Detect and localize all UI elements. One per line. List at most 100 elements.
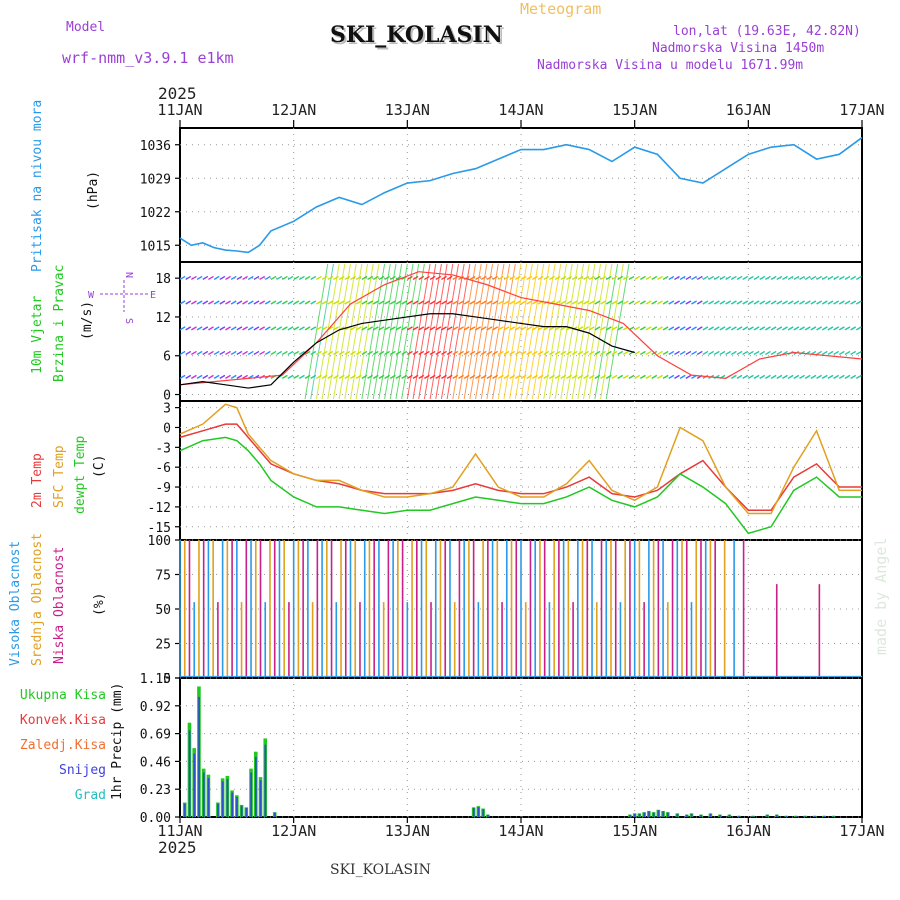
legend-convective-rain: Konvek.Kisa — [19, 713, 106, 728]
wind-ytick-label: 18 — [155, 272, 171, 287]
wind-barb — [588, 275, 595, 281]
wind-barb — [702, 350, 709, 356]
compass-glyph: N W E S — [88, 272, 156, 324]
wind-barb — [497, 374, 504, 379]
wind-barb — [782, 300, 788, 305]
x-top-label: 12JAN — [271, 101, 316, 119]
wind-barb — [185, 374, 192, 379]
wind-barb — [202, 374, 209, 379]
wind-barb-stroke — [605, 263, 630, 400]
wind-barb — [770, 326, 777, 331]
wind-barb — [657, 326, 663, 331]
wind-barb — [304, 350, 311, 356]
wind-barb — [469, 300, 476, 305]
wind-barb — [753, 326, 760, 331]
wind-barb — [850, 275, 857, 281]
wind-barb — [827, 275, 834, 281]
wind-barb — [321, 275, 328, 281]
precip-bar-snow — [250, 772, 253, 817]
wind-barb — [259, 350, 266, 356]
wind-barb — [503, 275, 510, 281]
wind-barb — [469, 350, 476, 356]
wind-barb — [316, 374, 322, 379]
wind-barb — [463, 350, 470, 356]
wind-barb — [736, 350, 743, 356]
wind-barb — [259, 300, 266, 305]
wind-barb — [526, 350, 533, 356]
wind-barb — [526, 374, 533, 379]
wind-barb — [418, 275, 425, 281]
wind-barb-stroke — [423, 263, 448, 400]
compass-w: W — [88, 290, 95, 301]
wind-barb — [679, 300, 686, 305]
wind-barb — [236, 326, 243, 331]
wind-barb — [827, 350, 834, 356]
wind-barb — [406, 275, 413, 281]
wind-barb — [338, 300, 345, 305]
wind-barb — [526, 300, 533, 305]
wind-barb — [247, 275, 254, 281]
x-bottom-label: 16JAN — [726, 822, 771, 840]
x-top-label: 13JAN — [385, 101, 430, 119]
wind-barb — [577, 374, 584, 379]
wind-barb — [674, 300, 680, 305]
wind-barb — [236, 300, 243, 305]
wind-barb — [765, 300, 771, 305]
wind-barb — [747, 326, 754, 331]
wind-barb — [742, 326, 749, 331]
wind-barb — [634, 275, 641, 281]
wind-barb — [497, 326, 504, 331]
wind-barb — [793, 326, 800, 331]
wind-barb — [492, 374, 499, 379]
wind-barb-stroke — [304, 263, 329, 400]
wind-barb — [509, 326, 516, 331]
wind-barb — [844, 350, 851, 356]
wind-barb — [810, 326, 817, 331]
wind-barb — [844, 300, 851, 305]
wind-barb — [662, 300, 669, 305]
wind-barb — [446, 275, 453, 281]
wind-barb — [759, 275, 766, 281]
wind-barb — [316, 326, 322, 331]
wind-barb — [645, 300, 652, 305]
model-label: Model — [66, 20, 106, 35]
wind-barb — [242, 374, 248, 379]
wind-barb — [378, 350, 385, 356]
wind-barb — [242, 350, 248, 356]
cloud-ytick-label: 25 — [155, 638, 171, 653]
wind-barb — [350, 374, 356, 379]
wind-barb — [384, 374, 391, 379]
legend-hail: Grad — [74, 788, 106, 803]
wind-barb — [287, 300, 294, 305]
wind-barb — [855, 374, 862, 379]
precip-bar-snow — [832, 815, 835, 817]
wind-barb — [520, 374, 527, 379]
wind-barb — [838, 374, 845, 379]
wind-barb — [577, 350, 584, 356]
wind-barb — [219, 300, 226, 305]
wind-barb — [355, 374, 362, 379]
model-elevation-label: Nadmorska Visina u modelu 1671.99m — [537, 58, 804, 73]
wind-barb — [713, 300, 720, 305]
wind-barb — [191, 350, 197, 356]
wind-barb — [480, 300, 487, 305]
wind-barb — [179, 350, 186, 356]
wind-barb — [395, 300, 402, 305]
model-name: wrf-nmm_v3.9.1 e1km — [62, 49, 234, 67]
wind-barb — [753, 350, 760, 356]
wind-barb — [191, 300, 197, 305]
wind-barb — [367, 326, 374, 331]
wind-barb — [685, 326, 692, 331]
precip-bar-snow — [629, 814, 631, 817]
wind-barb — [520, 350, 527, 356]
wind-barb — [793, 300, 800, 305]
wind-barb — [253, 326, 260, 331]
precip-bar-snow — [648, 811, 650, 817]
temp-line-1 — [179, 403, 862, 515]
wind-barb — [543, 326, 550, 331]
wind-barb-stroke — [435, 263, 459, 400]
wind-barb — [247, 300, 254, 305]
wind-barb — [247, 326, 254, 331]
wind-barb — [600, 275, 607, 281]
wind-barb — [429, 275, 436, 281]
